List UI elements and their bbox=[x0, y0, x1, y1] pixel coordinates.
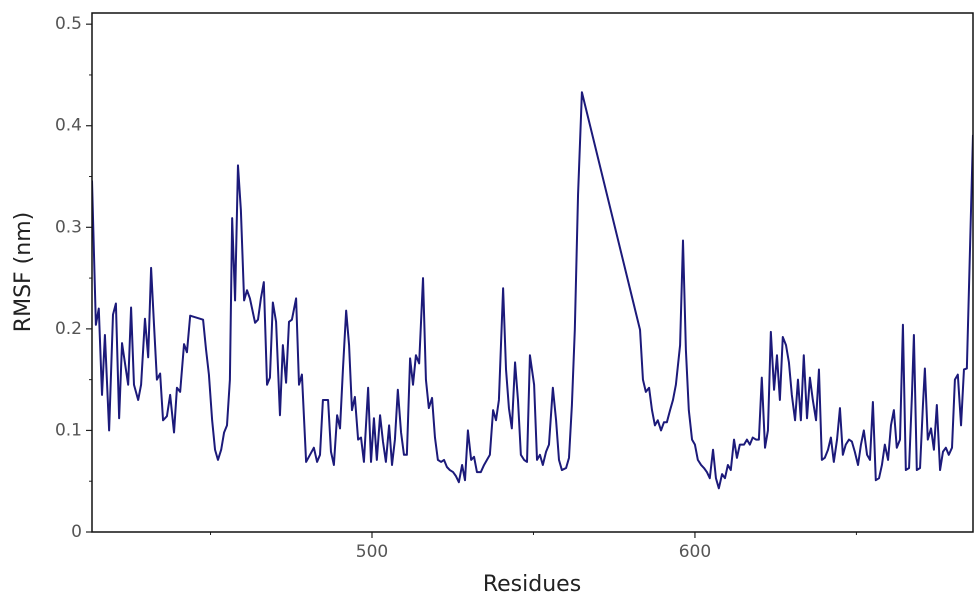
y-axis-title: RMSF (nm) bbox=[11, 212, 36, 332]
y-tick-label: 0.2 bbox=[55, 319, 82, 339]
x-tick-label: 500 bbox=[356, 542, 388, 562]
x-tick-label: 600 bbox=[679, 542, 711, 562]
x-axis-title: Residues bbox=[483, 572, 581, 597]
y-tick-label: 0.3 bbox=[55, 217, 82, 237]
y-tick-label: 0.4 bbox=[55, 116, 82, 136]
data-line bbox=[92, 91, 973, 490]
y-tick-label: 0 bbox=[71, 522, 82, 542]
y-tick-label: 0.1 bbox=[55, 420, 82, 440]
y-tick-label: 0.5 bbox=[55, 14, 82, 34]
plot-frame bbox=[91, 12, 974, 533]
